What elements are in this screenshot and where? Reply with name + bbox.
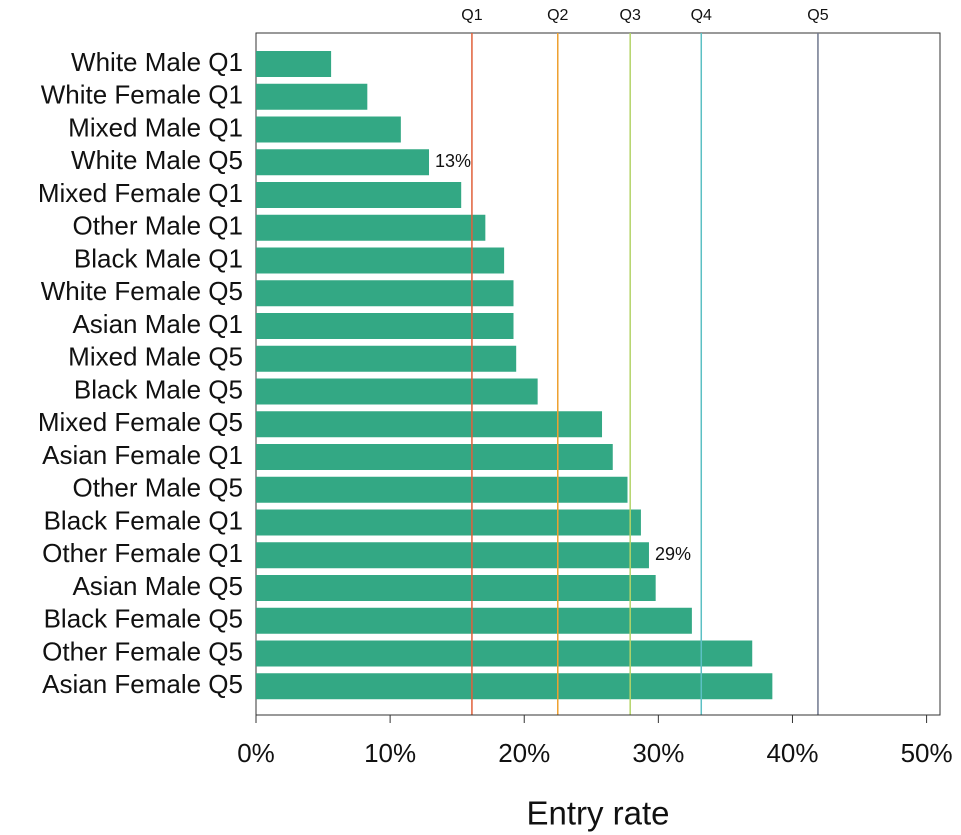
y-tick-label: White Female Q1 xyxy=(41,80,243,110)
x-tick-label: 20% xyxy=(498,738,550,768)
y-tick-label: Asian Male Q5 xyxy=(72,571,243,601)
y-tick-label: White Female Q5 xyxy=(41,276,243,306)
bar xyxy=(256,444,613,470)
y-tick-label: Other Female Q5 xyxy=(42,636,243,666)
x-tick-label: 0% xyxy=(237,738,275,768)
bar xyxy=(256,280,514,307)
y-tick-label: Black Female Q5 xyxy=(44,604,243,634)
value-label: 29% xyxy=(655,544,691,564)
y-tick-label: Black Male Q5 xyxy=(74,374,243,404)
y-tick-label: White Male Q5 xyxy=(71,145,243,175)
bar xyxy=(256,640,753,667)
y-tick-label: Mixed Male Q5 xyxy=(68,342,243,372)
bar xyxy=(256,607,692,634)
reference-label: Q4 xyxy=(691,7,712,24)
bar xyxy=(256,345,517,372)
x-tick-label: 10% xyxy=(364,738,416,768)
bar xyxy=(256,673,773,700)
bar xyxy=(256,182,462,208)
reference-label: Q2 xyxy=(547,7,568,24)
y-tick-label: Mixed Female Q1 xyxy=(38,178,243,208)
bar xyxy=(256,476,628,503)
bar xyxy=(256,378,538,405)
y-tick-label: Mixed Female Q5 xyxy=(38,407,243,437)
bar xyxy=(256,149,430,176)
bar xyxy=(256,116,401,143)
value-label: 13% xyxy=(435,151,471,171)
bar xyxy=(256,214,486,241)
x-axis-title: Entry rate xyxy=(526,795,669,832)
y-tick-label: White Male Q1 xyxy=(71,47,243,77)
x-tick-label: 40% xyxy=(766,738,818,768)
y-tick-label: Other Male Q5 xyxy=(72,473,243,503)
reference-label: Q5 xyxy=(807,7,828,24)
bar xyxy=(256,313,514,339)
y-tick-label: Other Female Q1 xyxy=(42,538,243,568)
bar xyxy=(256,247,505,274)
x-tick-label: 50% xyxy=(901,738,953,768)
bar xyxy=(256,509,641,536)
reference-label: Q1 xyxy=(461,7,482,24)
bar xyxy=(256,51,332,77)
y-tick-label: Other Male Q1 xyxy=(72,211,243,241)
bar xyxy=(256,542,649,569)
y-tick-label: Black Male Q1 xyxy=(74,243,243,273)
y-tick-label: Asian Male Q1 xyxy=(72,309,243,339)
y-tick-label: Black Female Q1 xyxy=(44,505,243,535)
y-tick-label: Asian Female Q1 xyxy=(42,440,243,470)
y-tick-label: Mixed Male Q1 xyxy=(68,112,243,142)
bar xyxy=(256,411,603,438)
bar xyxy=(256,83,368,110)
bar xyxy=(256,575,656,601)
y-tick-label: Asian Female Q5 xyxy=(42,669,243,699)
reference-label: Q3 xyxy=(620,7,641,24)
x-tick-label: 30% xyxy=(632,738,684,768)
